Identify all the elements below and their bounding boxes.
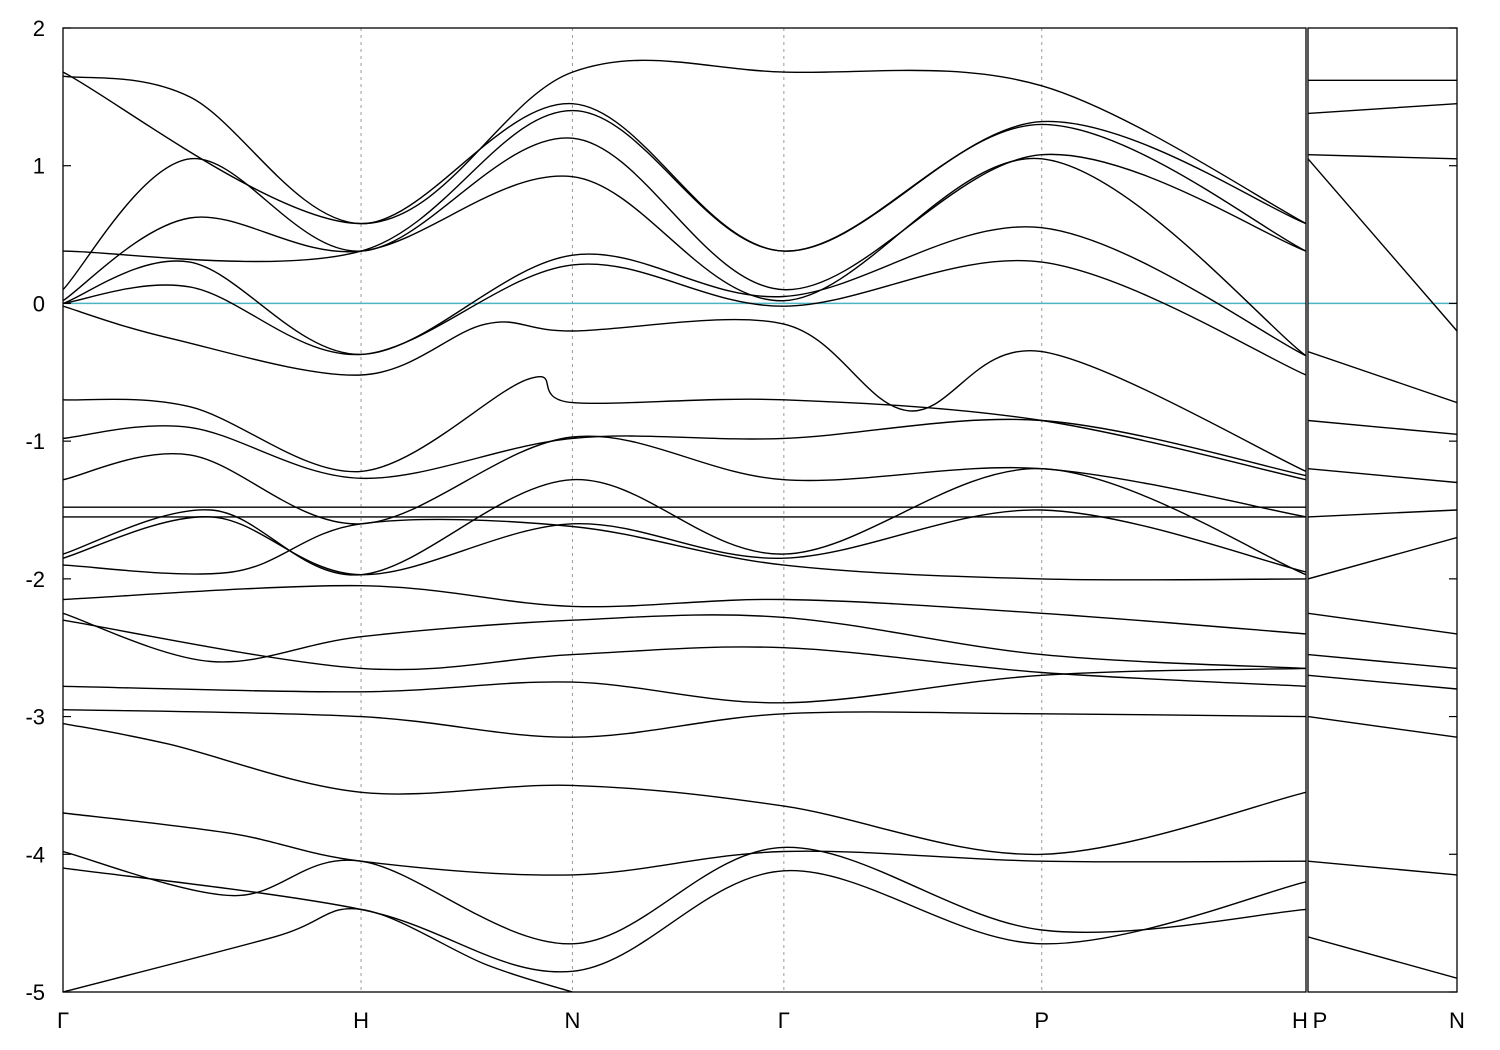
band-line-8 [63, 305, 1306, 473]
band-line-15 [63, 509, 1306, 576]
x-label-Γ: Γ [778, 1008, 790, 1033]
frame-layer [62, 27, 1458, 993]
y-tick-label: -3 [25, 705, 45, 730]
x-label-P: P [1313, 1008, 1328, 1033]
band-line-26 [63, 907, 573, 992]
band-line-6 [63, 226, 1306, 357]
band-line-23 [63, 812, 1306, 876]
band-layer [63, 59, 1457, 992]
band-line-14 [63, 467, 1306, 576]
y-tick-label: 2 [33, 16, 45, 41]
band-line-40 [1308, 860, 1457, 876]
x-label-H: H [1292, 1008, 1308, 1033]
band-line-3 [63, 109, 1306, 263]
band-line-34 [1308, 509, 1457, 518]
band-line-36 [1308, 612, 1457, 635]
x-label-P: P [1034, 1008, 1049, 1033]
y-tick-label: -1 [25, 429, 45, 454]
band-line-5 [63, 157, 1306, 357]
y-tick-label: -4 [25, 842, 45, 867]
band-line-38 [1308, 674, 1457, 690]
plot-frame-panel-1 [62, 27, 1307, 993]
x-label-H: H [353, 1008, 369, 1033]
y-tick-label: -2 [25, 567, 45, 592]
band-line-35 [1308, 536, 1457, 580]
band-line-9 [63, 376, 1306, 481]
plot-frame-panel-2 [1307, 27, 1458, 993]
band-line-28 [1308, 103, 1457, 115]
x-label-N: N [1449, 1008, 1465, 1033]
band-line-7 [63, 259, 1306, 376]
band-line-30 [1308, 158, 1457, 332]
band-line-17 [63, 584, 1306, 635]
band-line-10 [63, 418, 1306, 480]
band-line-25 [63, 867, 1306, 973]
y-tick-label: -5 [25, 980, 45, 1005]
band-line-41 [1308, 936, 1457, 979]
band-line-33 [1308, 468, 1457, 484]
band-line-11 [63, 435, 1306, 525]
band-line-20 [63, 667, 1306, 704]
band-line-29 [1308, 154, 1457, 160]
band-line-39 [1308, 715, 1457, 738]
y-tick-label: 1 [33, 154, 45, 179]
y-tick-label: 0 [33, 291, 45, 316]
grid-layer [360, 28, 1043, 992]
band-line-16 [63, 518, 1306, 581]
band-line-37 [1308, 653, 1457, 670]
band-line-19 [63, 619, 1306, 687]
band-line-4 [63, 137, 1306, 291]
band-line-22 [63, 722, 1306, 856]
band-line-32 [1308, 419, 1457, 435]
band-line-1 [63, 59, 1306, 225]
band-line-2 [63, 75, 1306, 252]
band-line-24 [63, 846, 1306, 945]
x-label-N: N [565, 1008, 581, 1033]
x-label-Γ: Γ [57, 1008, 69, 1033]
band-line-31 [1308, 350, 1457, 404]
band-line-21 [63, 709, 1306, 738]
band-line-18 [63, 612, 1306, 670]
